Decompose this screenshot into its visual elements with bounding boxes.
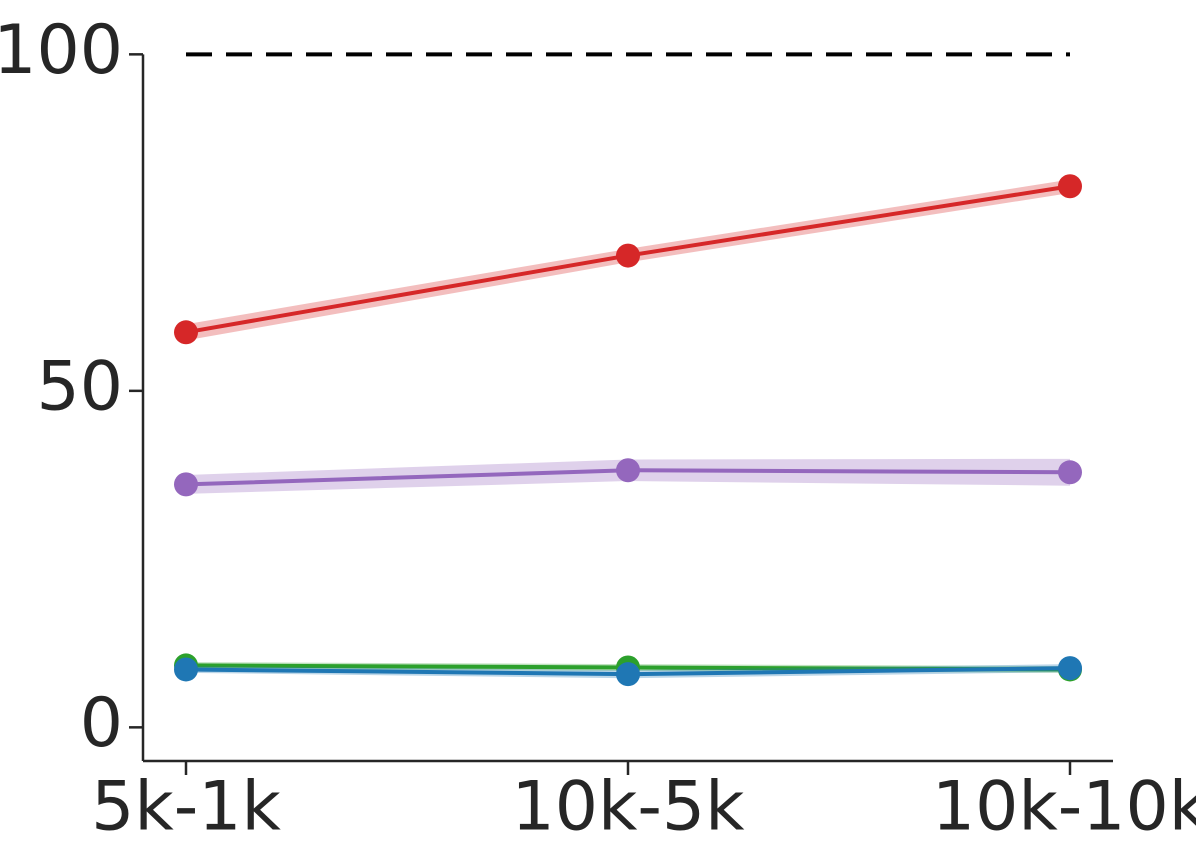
x-tick-label: 10k-10k [932,768,1196,847]
x-tick-label: 10k-5k [511,768,745,847]
point [174,472,198,497]
point [1058,656,1082,681]
point [1058,174,1082,199]
y-tick-label: 50 [36,347,123,426]
x-tick-label: 5k-1k [91,768,281,847]
point [616,458,640,483]
y-tick-label: 0 [80,684,123,763]
point [1058,460,1082,485]
point [174,657,198,682]
point [174,320,198,345]
point [616,243,640,268]
y-tick-label: 100 [0,11,123,90]
point [616,662,640,687]
